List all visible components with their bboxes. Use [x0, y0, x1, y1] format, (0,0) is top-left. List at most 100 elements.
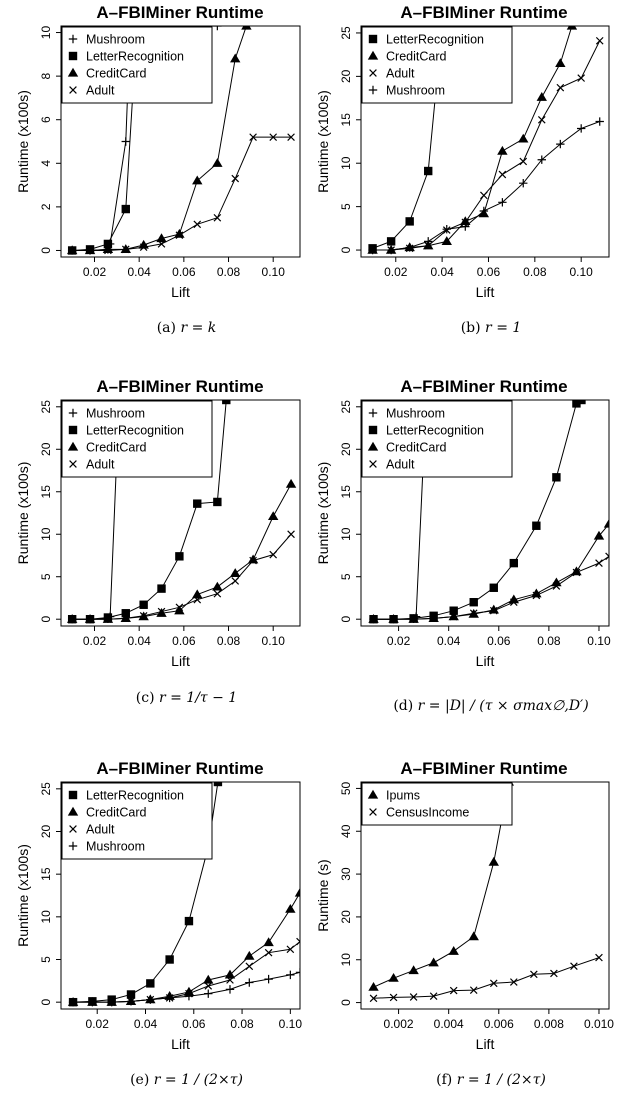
legend: LetterRecognition CreditCard Adult Mushroom	[61, 782, 213, 860]
marker-x	[595, 953, 603, 962]
chart-panel-a: A–FBIMiner Runtime 0 2 4 6 8 10 0.02 0.04 0.06 0.0…	[15, 3, 301, 336]
marker-x	[369, 460, 377, 468]
marker-triangle	[408, 965, 419, 975]
marker-triangle	[230, 53, 241, 63]
marker-triangle	[571, 566, 582, 576]
legend-entry: Mushroom	[86, 407, 145, 421]
marker-x	[556, 83, 565, 92]
x-tick-label: 0.06	[172, 265, 196, 279]
y-tick-label: 10	[339, 953, 353, 967]
legend-box	[361, 400, 513, 478]
legend: Mushroom LetterRecognition CreditCard Adult	[61, 400, 213, 478]
y-tick-label: 0	[339, 246, 353, 253]
marker-triangle	[203, 974, 214, 984]
caption-prefix: (e)	[130, 1072, 154, 1088]
panel-caption: (c) r = 1/τ − 1	[136, 690, 237, 706]
legend: Ipums CensusIncome	[361, 782, 513, 826]
y-axis-label: Runtime (x100s)	[315, 462, 331, 565]
marker-x	[249, 133, 257, 141]
marker-square	[509, 558, 519, 568]
y-tick-label: 4	[39, 160, 53, 167]
marker-x	[157, 240, 166, 248]
x-tick-label: 0.10	[587, 634, 611, 648]
marker-x	[231, 174, 240, 183]
marker-x	[449, 612, 458, 621]
caption-formula: r = 1	[485, 320, 521, 336]
marker-triangle	[183, 986, 195, 996]
marker-plus	[165, 993, 174, 1003]
marker-x	[193, 220, 202, 229]
y-axis-label: Runtime (x100s)	[15, 90, 31, 193]
marker-plus	[68, 841, 78, 851]
marker-triangle	[212, 581, 223, 591]
marker-x	[86, 615, 94, 624]
marker-x	[605, 552, 609, 561]
y-tick-label: 15	[339, 113, 353, 127]
plot-frame	[60, 399, 301, 627]
x-tick-label: 0.10	[279, 1017, 303, 1031]
marker-triangle	[566, 26, 578, 30]
legend-entry: Adult	[386, 67, 415, 81]
y-tick-label: 8	[39, 72, 53, 79]
marker-x	[69, 460, 77, 468]
marker-triangle	[285, 903, 296, 913]
marker-plus	[595, 117, 604, 126]
series-line-censusincome	[373, 957, 600, 999]
marker-x	[264, 948, 273, 957]
marker-x	[530, 970, 538, 979]
x-axis-label: Lift	[476, 653, 495, 669]
marker-x	[537, 115, 546, 124]
y-tick-label: 0	[39, 247, 53, 254]
marker-triangle	[368, 981, 379, 991]
y-tick-label: 5	[339, 203, 353, 210]
marker-x	[69, 86, 77, 94]
marker-triangle	[428, 957, 439, 967]
marker-triangle	[388, 972, 399, 982]
marker-x	[595, 36, 604, 45]
y-tick-label: 20	[39, 825, 53, 839]
marker-triangle	[518, 133, 529, 143]
y-tick-label: 0	[39, 999, 53, 1006]
marker-x	[226, 976, 234, 984]
marker-x	[121, 245, 130, 254]
marker-plus	[68, 997, 78, 1007]
marker-x	[498, 170, 507, 179]
marker-x	[193, 595, 202, 604]
caption-formula: r = |D| / (τ × σmax∅,D′)	[418, 698, 589, 714]
series-line-adult	[72, 533, 292, 620]
marker-x	[249, 556, 257, 565]
y-tick-label: 0	[39, 616, 53, 623]
marker-triangle	[67, 441, 79, 451]
marker-x	[86, 246, 94, 255]
plot-frame	[360, 399, 610, 627]
marker-x	[552, 582, 561, 590]
legend-entry: LetterRecognition	[386, 424, 484, 438]
marker-square	[175, 552, 184, 561]
y-tick-label: 10	[39, 26, 53, 40]
legend-box	[61, 26, 213, 104]
y-tick-label: 40	[339, 824, 353, 838]
marker-x	[269, 550, 278, 559]
y-axis-label: Runtime (s)	[315, 859, 331, 931]
marker-triangle	[367, 50, 379, 60]
marker-x	[570, 962, 578, 970]
marker-square	[213, 497, 222, 507]
marker-square	[165, 955, 174, 964]
marker-x	[389, 993, 398, 1002]
marker-triangle	[367, 441, 379, 451]
marker-plus	[184, 991, 194, 1001]
marker-plus	[88, 997, 97, 1007]
x-axis-label: Lift	[476, 284, 495, 300]
chart-panel-d: A–FBIMiner Runtime 0 5 10 15 20 25 0.02 0.04 0.06…	[315, 377, 611, 714]
marker-x	[369, 994, 378, 1003]
marker-triangle	[555, 58, 566, 67]
marker-plus	[498, 198, 507, 207]
marker-plus	[213, 26, 222, 31]
marker-x	[369, 69, 377, 77]
x-tick-label: 0.06	[477, 265, 501, 279]
marker-triangle	[497, 145, 508, 155]
marker-plus	[264, 974, 273, 984]
x-tick-label: 0.04	[127, 634, 151, 648]
legend-entry: Adult	[86, 823, 115, 837]
legend-entry: Mushroom	[386, 84, 445, 98]
